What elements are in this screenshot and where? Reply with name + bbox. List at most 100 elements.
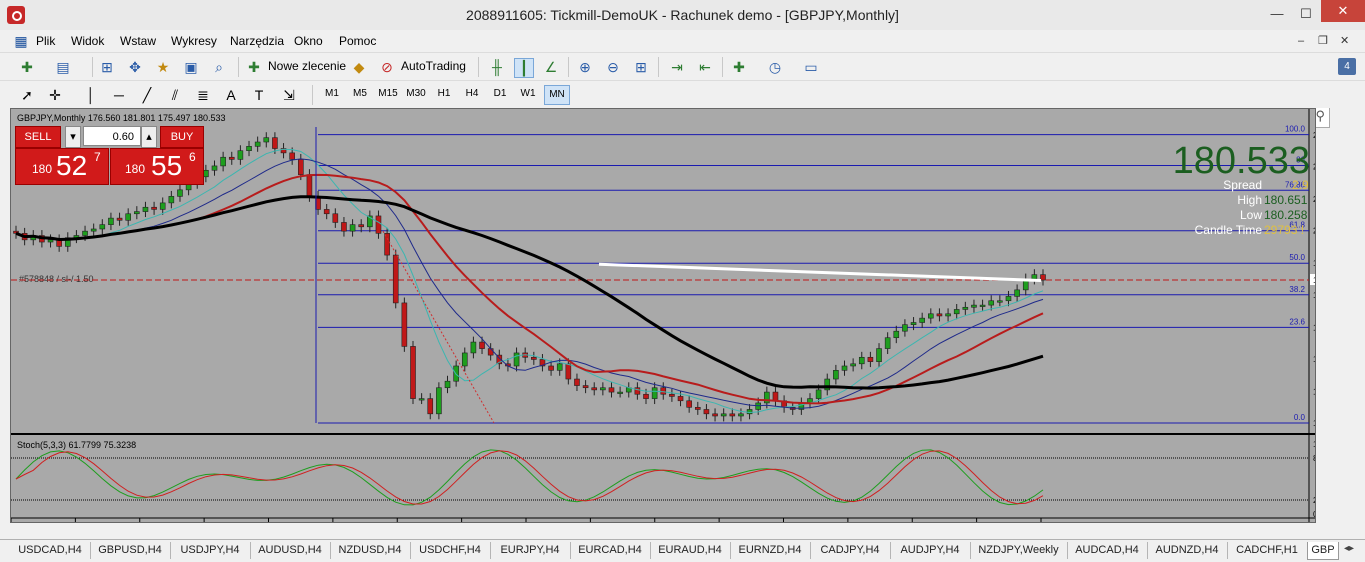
timeframe-h1[interactable]: H1 [437, 88, 451, 99]
timeframe-m1[interactable]: M1 [325, 88, 339, 99]
chart-shift-icon[interactable]: ⇥ [671, 59, 683, 75]
market-watch-icon[interactable]: ⊞ [101, 59, 113, 75]
candle [565, 363, 572, 380]
cursor-icon[interactable]: ➚ [21, 87, 33, 103]
profiles-icon[interactable]: ▤ [56, 59, 70, 75]
candle [979, 304, 986, 307]
sell-price[interactable]: 180 52 7 [15, 148, 109, 185]
chart-canvas[interactable]: GBPJPY,Monthly 176.560 181.801 175.497 1… [11, 109, 1315, 522]
chart-tab[interactable]: EURAUD,H4 [650, 542, 731, 559]
timeframe-m5[interactable]: M5 [353, 88, 367, 99]
periods-icon[interactable]: ◷ [768, 59, 782, 75]
candle [168, 196, 175, 204]
chart-tab[interactable]: GBPUSD,H4 [90, 542, 171, 559]
chart-tab[interactable]: AUDCAD,H4 [1067, 542, 1148, 559]
menu-tools[interactable]: Narzędzia [230, 34, 285, 48]
lot-size-input[interactable]: 0.60 [83, 126, 141, 146]
candle [893, 330, 900, 339]
maximize-button[interactable]: ☐ [1300, 6, 1312, 21]
autotrading-button[interactable]: AutoTrading [401, 59, 466, 73]
chart-tab[interactable]: CADCHF,H1 [1227, 542, 1308, 559]
templates-icon[interactable]: ▭ [804, 59, 818, 75]
chart-tab[interactable]: AUDNZD,H4 [1147, 542, 1228, 559]
zoom-in-icon[interactable]: ⊕ [579, 59, 591, 75]
navigator-icon[interactable]: ★ [156, 59, 170, 75]
text-icon[interactable]: A [226, 87, 236, 103]
candle [47, 239, 54, 243]
close-button[interactable]: ✕ [1321, 0, 1365, 22]
indicators-icon[interactable]: ✚ [733, 59, 745, 75]
chart-tab[interactable]: GBP [1307, 542, 1339, 560]
chart-window[interactable]: GBPJPY,Monthly 176.560 181.801 175.497 1… [10, 108, 1316, 523]
fibonacci-icon[interactable]: ≣ [197, 87, 209, 103]
chart-tab[interactable]: AUDUSD,H4 [250, 542, 331, 559]
timeframe-d1[interactable]: D1 [493, 88, 507, 99]
autotrading-icon[interactable]: ⊘ [381, 59, 393, 75]
chart-tab[interactable]: EURNZD,H4 [730, 542, 811, 559]
tile-windows-icon[interactable]: ⊞ [635, 59, 647, 75]
menu-help[interactable]: Pomoc [339, 34, 377, 48]
menu-file[interactable]: Plik [36, 34, 56, 48]
chart-tab[interactable]: EURJPY,H4 [490, 542, 571, 559]
new-chart-icon[interactable]: ✚ [21, 59, 33, 75]
trendline-icon[interactable]: ╱ [142, 87, 152, 103]
sell-button[interactable]: SELL [15, 126, 61, 148]
candle [600, 387, 606, 391]
candle [358, 224, 365, 228]
menu-window[interactable]: Okno [294, 34, 323, 48]
chart-tab[interactable]: USDCAD,H4 [10, 542, 91, 559]
separator [722, 57, 723, 77]
timeframe-h4[interactable]: H4 [465, 88, 479, 99]
metaeditor-icon[interactable]: ◆ [353, 59, 365, 75]
new-order-button[interactable]: Nowe zlecenie [268, 59, 347, 73]
candlestick-icon[interactable]: ┃ [514, 58, 534, 78]
candle [64, 237, 71, 247]
app-logo-icon [7, 6, 25, 24]
menu-insert[interactable]: Wstaw [120, 34, 156, 48]
buy-button[interactable]: BUY [160, 126, 204, 148]
timeframe-m30[interactable]: M30 [406, 88, 426, 99]
search-icon[interactable]: ⚲ [1315, 108, 1325, 123]
tab-scroll-arrows-icon[interactable]: ◂▸ [1344, 543, 1355, 554]
terminal-icon[interactable]: ▣ [184, 59, 198, 75]
child-minimize-button[interactable]: – [1298, 35, 1305, 47]
chart-tab[interactable]: NZDJPY,Weekly [970, 542, 1068, 559]
crosshair-icon[interactable]: ✛ [49, 87, 61, 103]
stoch-signal-line [15, 450, 1044, 505]
menu-charts[interactable]: Wykresy [171, 34, 217, 48]
chart-tab[interactable]: CADJPY,H4 [810, 542, 891, 559]
chart-tab[interactable]: EURCAD,H4 [570, 542, 651, 559]
menu-view[interactable]: Widok [71, 34, 105, 48]
notification-count[interactable]: 4 [1338, 58, 1356, 75]
chart-tab[interactable]: USDCHF,H4 [410, 542, 491, 559]
auto-scroll-icon[interactable]: ⇤ [699, 59, 711, 75]
bar-chart-icon[interactable]: ╫ [492, 59, 502, 75]
data-window-icon[interactable]: ✥ [129, 59, 141, 75]
chart-tab[interactable]: USDJPY,H4 [170, 542, 251, 559]
child-close-button[interactable]: ✕ [1340, 35, 1350, 47]
chart-tab[interactable]: AUDJPY,H4 [890, 542, 971, 559]
buy-price-sup: 6 [189, 150, 196, 164]
fibonacci-level-label: 61.8 [1289, 221, 1305, 230]
new-order-icon[interactable]: ✚ [248, 59, 260, 75]
buy-price[interactable]: 180 55 6 [110, 148, 204, 185]
text-label-icon[interactable]: T [254, 87, 264, 103]
strategy-tester-icon[interactable]: ⌕ [215, 59, 223, 75]
zoom-out-icon[interactable]: ⊖ [607, 59, 619, 75]
lot-down-button[interactable]: ▾ [65, 126, 81, 148]
lot-up-button[interactable]: ▴ [141, 126, 157, 148]
timeframe-w1[interactable]: W1 [520, 88, 536, 99]
chart-tab[interactable]: NZDUSD,H4 [330, 542, 411, 559]
horizontal-line-icon[interactable]: ─ [114, 87, 124, 103]
line-chart-icon[interactable]: ∠ [544, 59, 558, 75]
arrows-icon[interactable]: ⇲ [283, 87, 295, 103]
timeframe-mn[interactable]: MN [544, 85, 570, 105]
minimize-button[interactable]: — [1270, 6, 1284, 21]
vertical-line-icon[interactable]: │ [86, 87, 96, 103]
candle [392, 254, 399, 304]
candle [876, 348, 882, 362]
child-restore-button[interactable]: ❐ [1318, 35, 1328, 47]
candle [669, 393, 675, 397]
equidistant-channel-icon[interactable]: ⫽ [171, 87, 179, 103]
timeframe-m15[interactable]: M15 [378, 88, 398, 99]
